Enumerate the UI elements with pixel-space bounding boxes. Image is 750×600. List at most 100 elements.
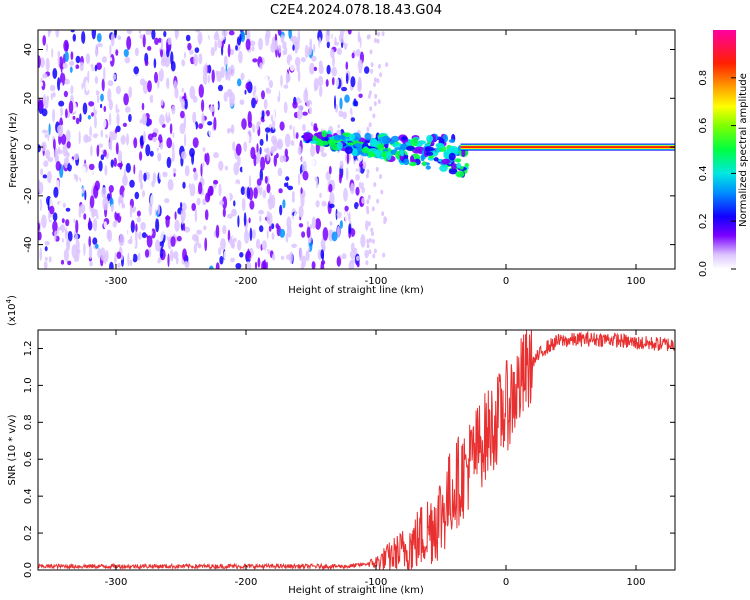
noise-blob <box>231 208 237 217</box>
signal-blob <box>333 134 342 141</box>
noise-blob <box>256 122 260 131</box>
noise-blob <box>116 39 122 53</box>
noise-blob <box>326 41 330 49</box>
signal-blob <box>399 149 405 157</box>
noise-blob <box>225 70 229 81</box>
noise-blob <box>179 123 186 135</box>
noise-blob <box>325 30 331 43</box>
noise-blob <box>325 178 328 192</box>
noise-blob <box>69 159 75 166</box>
noise-blob <box>48 256 52 263</box>
spectrogram-y-tick-label: 40 <box>23 43 34 56</box>
noise-blob <box>279 121 285 131</box>
noise-blob <box>160 247 164 259</box>
noise-blob <box>154 37 159 45</box>
noise-blob <box>155 139 160 149</box>
noise-blob <box>296 97 301 104</box>
noise-blob <box>141 113 148 126</box>
noise-blob <box>303 89 309 103</box>
signal-blob <box>461 149 466 158</box>
noise-blob <box>69 66 73 73</box>
noise-blob <box>194 47 200 53</box>
noise-blob <box>138 169 143 184</box>
noise-blob <box>54 147 59 162</box>
noise-blob <box>375 166 379 172</box>
noise-blob <box>172 149 175 162</box>
noise-blob <box>69 60 75 66</box>
noise-blob <box>116 113 120 126</box>
noise-blob <box>272 253 276 261</box>
noise-blob <box>329 221 333 226</box>
noise-blob <box>297 104 304 111</box>
noise-blob <box>181 215 184 225</box>
noise-blob <box>279 228 286 238</box>
noise-blob <box>265 127 271 133</box>
noise-blob <box>229 158 236 167</box>
noise-blob <box>373 101 377 107</box>
noise-blob <box>268 80 274 89</box>
noise-blob <box>68 100 74 114</box>
noise-blob <box>274 59 280 66</box>
snr-y-tick-label: 0.2 <box>23 525 34 541</box>
noise-blob <box>126 30 133 35</box>
noise-blob <box>357 121 364 128</box>
noise-blob <box>140 181 144 190</box>
noise-blob <box>235 143 242 156</box>
noise-blob <box>39 94 44 100</box>
noise-blob <box>253 167 257 177</box>
noise-blob <box>244 186 248 198</box>
noise-blob <box>209 105 215 113</box>
colorbar-tick-label: 0.8 <box>698 70 709 86</box>
noise-blob <box>101 78 105 92</box>
noise-blob <box>192 137 199 149</box>
noise-blob <box>92 237 98 245</box>
noise-blob <box>189 147 195 158</box>
noise-blob <box>335 208 338 221</box>
noise-blob <box>344 205 349 212</box>
noise-blob <box>86 152 89 163</box>
noise-blob <box>44 246 48 252</box>
spectrogram-y-tick-label: -20 <box>23 188 34 204</box>
noise-blob <box>366 238 370 244</box>
noise-blob <box>180 110 185 119</box>
noise-blob <box>45 57 50 72</box>
noise-blob <box>49 205 55 215</box>
noise-blob <box>85 136 92 143</box>
noise-blob <box>191 203 196 211</box>
colorbar-tick-label: 0.6 <box>698 118 709 134</box>
noise-blob <box>43 160 49 168</box>
noise-blob <box>355 48 361 57</box>
noise-blob <box>374 93 378 99</box>
noise-blob <box>345 167 349 181</box>
noise-blob <box>355 255 360 261</box>
noise-blob <box>285 176 290 181</box>
noise-blob <box>82 102 88 115</box>
signal-blob <box>328 139 333 147</box>
noise-blob <box>138 30 142 34</box>
noise-blob <box>170 236 176 247</box>
noise-blob <box>266 183 271 194</box>
noise-blob <box>331 231 338 242</box>
noise-blob <box>357 41 361 49</box>
noise-blob <box>301 231 306 238</box>
noise-blob <box>291 190 295 199</box>
noise-blob <box>213 152 219 159</box>
noise-blob <box>334 187 340 192</box>
noise-blob <box>122 42 125 52</box>
noise-blob <box>151 132 157 138</box>
spectrogram-y-ticks: -40 -20 0 20 40 <box>23 43 675 253</box>
noise-blob <box>143 172 147 182</box>
noise-blob <box>81 31 86 44</box>
noise-blob <box>301 255 307 268</box>
signal-blob <box>303 132 314 140</box>
noise-blob <box>88 163 95 171</box>
noise-blob <box>356 261 360 268</box>
noise-blob <box>327 87 332 102</box>
noise-blob <box>253 187 258 199</box>
noise-blob <box>198 181 203 195</box>
noise-blob <box>65 129 71 142</box>
noise-blob <box>96 33 102 43</box>
noise-blob <box>379 174 382 179</box>
noise-blob <box>125 162 131 173</box>
spectrogram-y-tick-label: -40 <box>23 236 34 252</box>
